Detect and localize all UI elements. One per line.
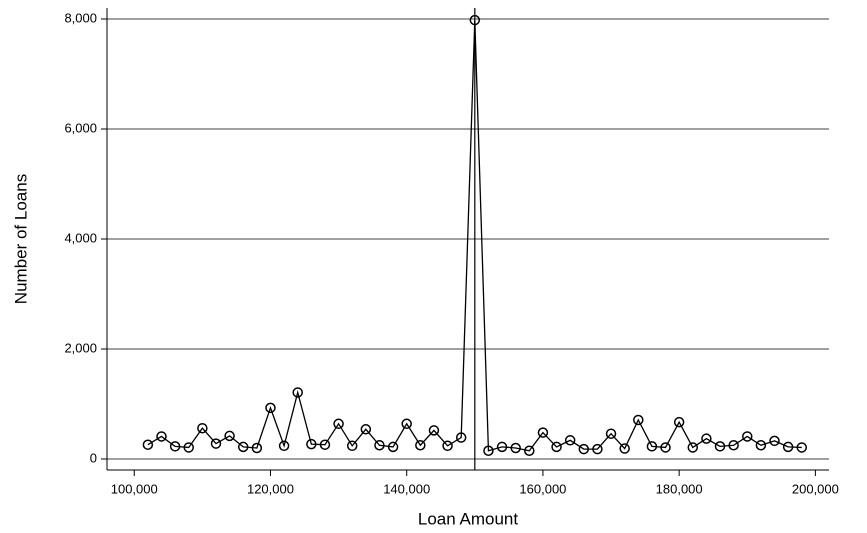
point-marker	[469, 14, 481, 26]
series-line	[147, 20, 802, 452]
point-marker	[524, 445, 535, 456]
point-marker	[755, 440, 767, 451]
x-tick-label: 200,000	[792, 481, 839, 496]
point-marker	[742, 431, 753, 442]
point-marker	[728, 440, 739, 451]
point-marker	[360, 424, 372, 435]
point-marker	[564, 435, 576, 446]
y-tick-label: 6,000	[64, 120, 97, 135]
point-marker	[782, 441, 794, 453]
point-marker	[428, 425, 440, 436]
point-marker	[333, 418, 344, 430]
point-marker	[605, 428, 617, 439]
point-marker	[510, 442, 521, 454]
point-marker	[442, 440, 453, 452]
point-marker	[292, 387, 303, 398]
y-axis-title: Number of Loans	[11, 174, 30, 304]
point-marker	[415, 440, 426, 451]
point-marker	[633, 414, 644, 426]
x-axis-title: Loan Amount	[418, 509, 518, 528]
point-marker	[156, 431, 167, 442]
point-marker	[387, 441, 399, 453]
point-marker	[714, 441, 726, 452]
point-marker	[183, 442, 194, 453]
y-tick-label: 4,000	[64, 230, 97, 245]
point-marker	[251, 442, 263, 454]
point-marker	[306, 438, 317, 450]
point-marker	[237, 441, 249, 453]
point-marker	[319, 439, 331, 450]
point-marker	[769, 435, 780, 447]
x-tick-label: 160,000	[519, 481, 566, 496]
point-marker	[619, 443, 630, 454]
point-marker	[455, 432, 467, 443]
point-marker	[224, 430, 235, 442]
point-marker	[537, 427, 549, 438]
point-marker	[660, 442, 671, 453]
y-tick-label: 0	[90, 450, 97, 465]
point-marker	[142, 439, 154, 450]
point-marker	[374, 440, 385, 451]
point-marker	[483, 445, 494, 456]
point-marker	[169, 441, 181, 452]
point-marker	[265, 402, 276, 414]
point-marker	[673, 416, 685, 428]
point-marker	[646, 441, 658, 452]
x-tick-label: 140,000	[383, 481, 430, 496]
x-tick-label: 120,000	[247, 481, 294, 496]
point-marker	[701, 433, 712, 444]
y-tick-label: 2,000	[64, 340, 97, 355]
point-marker	[496, 441, 508, 453]
point-marker	[278, 440, 290, 452]
x-tick-label: 100,000	[111, 481, 158, 496]
point-marker	[197, 422, 208, 434]
point-marker	[592, 443, 603, 455]
x-tick-label: 180,000	[656, 481, 703, 496]
point-marker	[346, 440, 358, 452]
point-marker	[210, 438, 222, 449]
point-marker	[551, 441, 562, 453]
point-marker	[687, 442, 699, 453]
y-tick-label: 8,000	[64, 10, 97, 25]
point-marker	[401, 418, 412, 430]
point-marker	[578, 443, 590, 455]
point-marker	[796, 442, 808, 453]
